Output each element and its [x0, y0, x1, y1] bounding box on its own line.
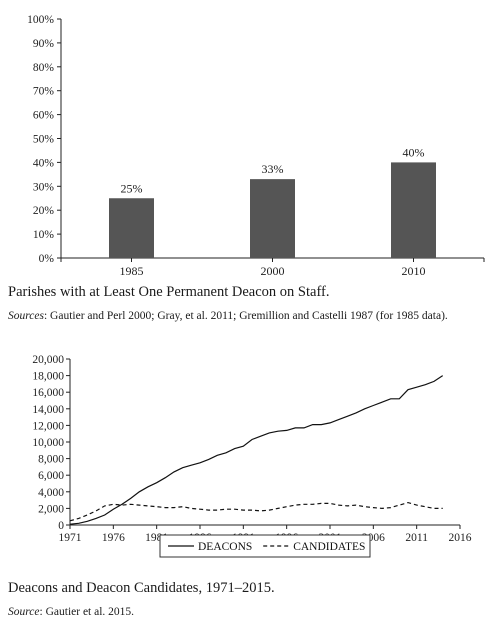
figure-1-source: Sources: Gautier and Perl 2000; Gray, et…	[8, 310, 448, 322]
figure-2-source-text: : Gautier et al. 2015.	[39, 606, 135, 618]
bar-chart-y-tick-label: 50%	[33, 134, 55, 146]
legend-label-candidates: CANDIDATES	[293, 541, 365, 553]
bar-chart-y-tick-label: 60%	[33, 110, 55, 122]
bar-chart-data-labels: 25% 33% 40%	[121, 145, 425, 195]
bar-1985	[109, 198, 154, 258]
bar-chart-x-tick-label: 2000	[261, 264, 285, 278]
figure-2-caption: Deacons and Deacon Candidates, 1971–2015…	[8, 580, 275, 596]
figure-2-source-label: Source	[8, 606, 40, 618]
bar-chart-y-tick-label: 10%	[33, 229, 55, 241]
bar-chart-y-tick-label: 100%	[27, 14, 54, 26]
line-chart-y-tick-label: 14,000	[32, 404, 64, 416]
line-chart-y-tick-label: 10,000	[32, 437, 64, 449]
figure-1-source-text: : Gautier and Perl 2000; Gray, et al. 20…	[43, 310, 448, 322]
figure-2-source: Source: Gautier et al. 2015.	[8, 606, 134, 618]
line-chart-x-tick-label: 2011	[405, 532, 428, 544]
bar-chart: 0% 10% 20% 30% 40% 50% 60% 70% 80% 90% 100% 25% 33%…	[27, 14, 485, 278]
bar-chart-y-tick-label: 30%	[33, 181, 55, 193]
bar-chart-y-tick-label: 80%	[33, 62, 55, 74]
line-chart-x-tick-label: 2016	[449, 532, 472, 544]
line-chart-y-ticks: 0 2,000 4,000 6,000 8,000 10,000 12,000 14,000 1…	[32, 354, 70, 532]
legend-label-deacons: DEACONS	[198, 541, 252, 553]
bar-2000	[250, 179, 295, 258]
line-chart-x-tick-label: 1971	[59, 532, 82, 544]
line-chart-y-tick-label: 16,000	[32, 387, 64, 399]
line-chart-y-tick-label: 8,000	[38, 454, 64, 466]
bar-chart-x-tick-label: 2010	[402, 264, 426, 278]
line-chart-x-tick-label: 1976	[102, 532, 125, 544]
line-chart-y-tick-label: 2,000	[38, 503, 64, 515]
bar-data-label-2010: 40%	[403, 145, 425, 159]
figure-1-caption: Parishes with at Least One Permanent Dea…	[8, 284, 330, 300]
bar-chart-y-tick-label: 40%	[33, 157, 55, 169]
line-chart-y-tick-label: 18,000	[32, 371, 64, 383]
line-chart-y-tick-label: 6,000	[38, 470, 64, 482]
bar-2010	[391, 162, 436, 258]
bar-chart-y-tick-label: 90%	[33, 38, 55, 50]
bar-data-label-1985: 25%	[121, 181, 143, 195]
bar-chart-y-tick-label: 70%	[33, 86, 55, 98]
line-chart: 0 2,000 4,000 6,000 8,000 10,000 12,000 14,000 1…	[32, 354, 472, 558]
bar-chart-x-ticks: 1985 2000 2010	[60, 258, 485, 278]
bar-chart-bars	[109, 162, 436, 258]
line-chart-y-tick-label: 0	[58, 520, 64, 532]
line-chart-y-tick-label: 12,000	[32, 420, 64, 432]
bar-chart-y-ticks: 0% 10% 20% 30% 40% 50% 60% 70% 80% 90% 100%	[27, 14, 61, 265]
line-chart-y-tick-label: 20,000	[32, 354, 64, 366]
line-chart-y-tick-label: 4,000	[38, 487, 64, 499]
bar-chart-y-tick-label: 20%	[33, 205, 55, 217]
bar-chart-y-tick-label: 0%	[39, 253, 55, 265]
bar-data-label-2000: 33%	[262, 162, 284, 176]
bar-chart-x-tick-label: 1985	[120, 264, 144, 278]
series-line-deacons	[69, 375, 444, 525]
figure-1-source-label: Sources	[8, 310, 44, 322]
line-chart-legend: DEACONS CANDIDATES	[159, 534, 371, 558]
series-line-candidates	[69, 501, 443, 522]
line-chart-series	[69, 375, 444, 525]
